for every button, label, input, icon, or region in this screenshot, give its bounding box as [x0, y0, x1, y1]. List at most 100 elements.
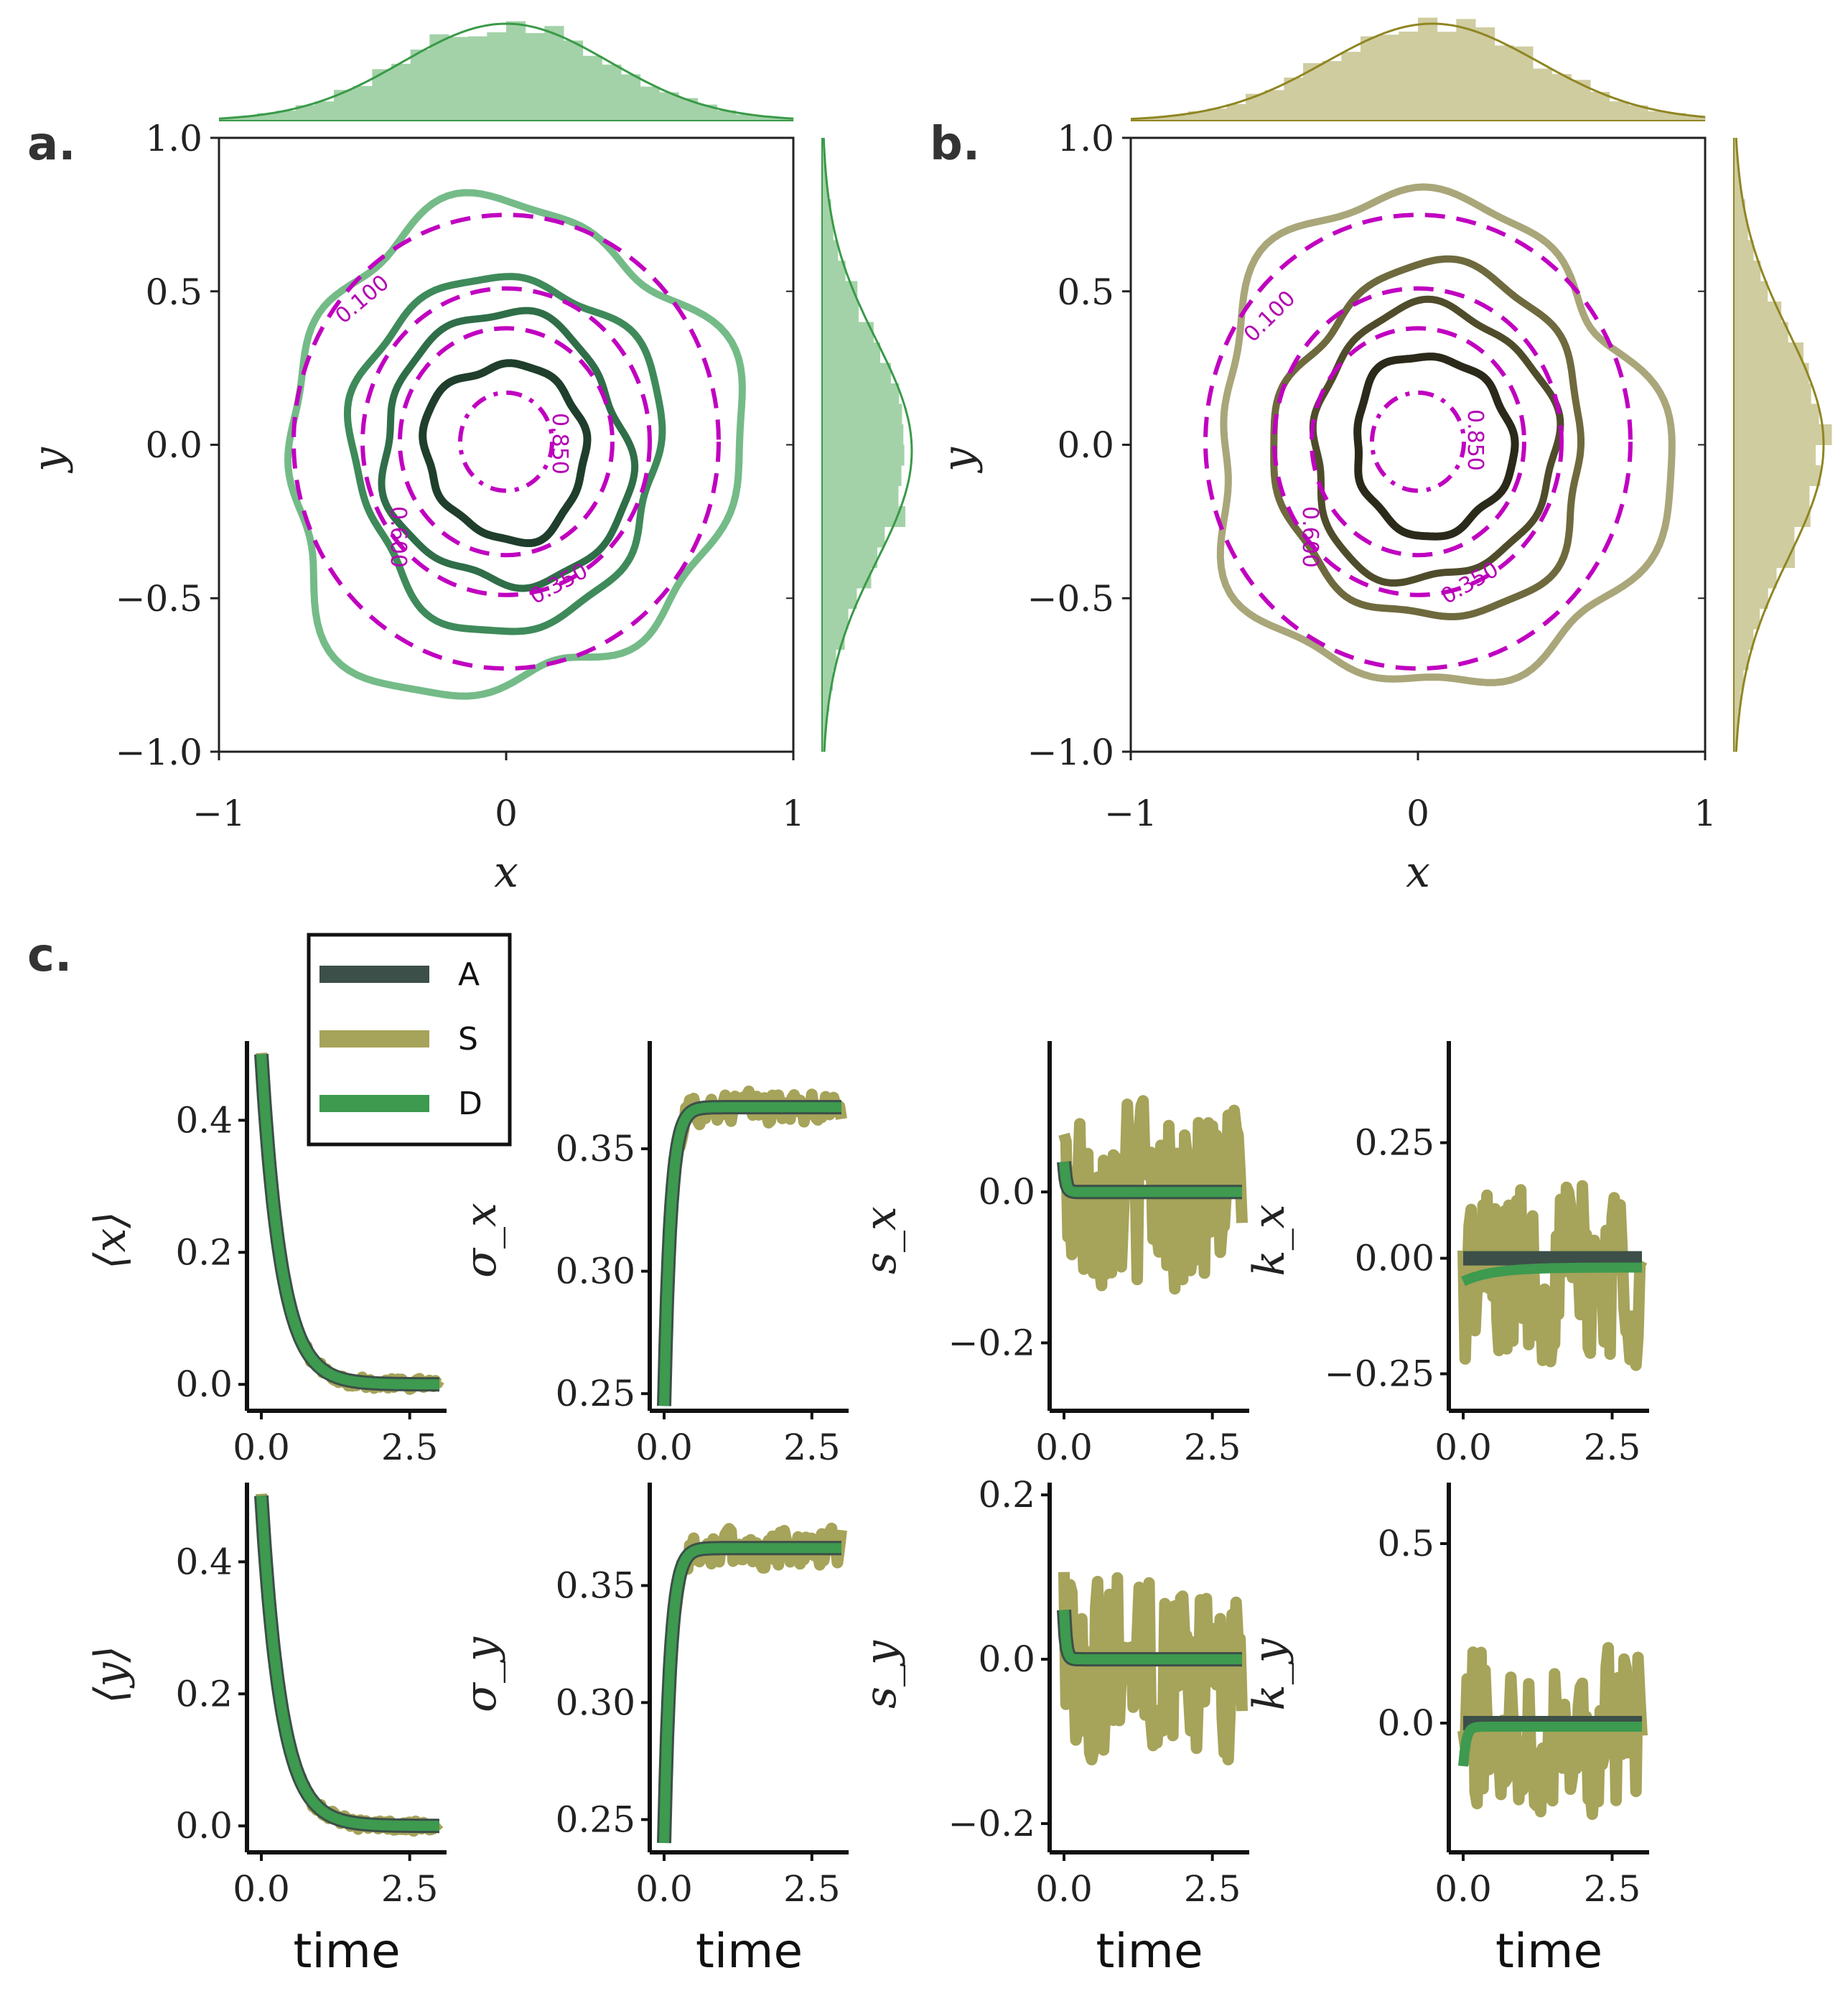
- histogram-bar: [822, 179, 828, 200]
- histogram-bar: [1734, 526, 1795, 548]
- histogram-bar: [1341, 52, 1361, 121]
- analytic-contour: [360, 286, 652, 597]
- y-tick-label: 0.35: [556, 1564, 635, 1606]
- subplot-series: [1057, 1572, 1248, 1765]
- histogram-bar: [1648, 111, 1668, 121]
- histogram-bar: [1475, 27, 1495, 121]
- contour-level-label: 0.350: [1437, 557, 1503, 610]
- subplot-1: 0.0 2.5 0.0 0.2 0.4 ⟨x⟩: [85, 1041, 447, 1468]
- histogram-bar: [449, 37, 469, 121]
- series-S: [1457, 1642, 1648, 1820]
- y-tick-label: −0.2: [948, 1322, 1035, 1363]
- histogram-bar: [1628, 105, 1648, 121]
- x-tick-label: 0.0: [635, 1868, 693, 1910]
- histogram-bar: [1734, 465, 1821, 486]
- y-marginal-histogram-b: [1733, 137, 1832, 752]
- histogram-bar: [822, 485, 899, 507]
- subplot-8: 0.0 2.5 0.0 0.5 time k_y: [1244, 1483, 1649, 1979]
- histogram-bar: [822, 220, 834, 241]
- y-tick-label: 0.2: [175, 1673, 233, 1714]
- empirical-contour: [1270, 255, 1585, 620]
- y-tick-label: 1.0: [1057, 118, 1114, 159]
- histogram-bar: [1533, 68, 1553, 121]
- y-axis-label: y: [933, 447, 984, 474]
- y-tick-label: −0.5: [1027, 578, 1114, 620]
- histogram-bar: [1734, 424, 1832, 445]
- histogram-bar: [1734, 261, 1761, 281]
- histogram-bar: [1322, 61, 1342, 121]
- series-S: [658, 1522, 847, 1836]
- histogram-bar: [1734, 649, 1749, 671]
- histogram-bar: [1734, 670, 1744, 691]
- histogram-bar: [1131, 118, 1151, 121]
- histogram-bar: [1456, 19, 1476, 121]
- series-D: [256, 1053, 439, 1390]
- y-tick-label: 0.0: [175, 1805, 233, 1847]
- x-tick-label: 0: [1406, 793, 1429, 834]
- histogram-bar: [822, 567, 872, 589]
- y-tick-label: 0.0: [145, 424, 202, 466]
- y-tick-label: 0.5: [1057, 271, 1114, 313]
- histogram-bar: [822, 158, 826, 179]
- histogram-bar: [1734, 485, 1810, 507]
- histogram-bar: [276, 111, 297, 121]
- plot-frame-a: [218, 136, 795, 753]
- histogram-bar: [1169, 115, 1189, 121]
- histogram-bar: [1734, 711, 1738, 732]
- panel-label-a: a.: [27, 118, 76, 171]
- panel-label-b: b.: [930, 118, 980, 171]
- series-D: [659, 1102, 841, 1406]
- kde-curve: [1130, 22, 1706, 121]
- y-tick-label: 0.4: [175, 1541, 233, 1582]
- histogram-bar: [1494, 45, 1514, 121]
- series-D: [1458, 1722, 1642, 1767]
- histogram-bar: [1226, 103, 1246, 121]
- series-S: [1058, 1572, 1248, 1765]
- x-tick-label: 0.0: [233, 1868, 290, 1910]
- histogram-bar: [1734, 342, 1803, 363]
- histogram-bar: [1437, 32, 1457, 121]
- legend-label-D: D: [458, 1086, 482, 1122]
- histogram-bar: [822, 322, 874, 343]
- histogram-bar: [564, 40, 584, 121]
- histogram-bar: [1686, 116, 1706, 121]
- y-axis-label: k_x: [1244, 1204, 1294, 1276]
- subplot-6: 0.0 2.5 0.25 0.30 0.35 time σ_y: [456, 1483, 849, 1979]
- histogram-bar: [1734, 322, 1788, 343]
- y-axis-label: σ_x: [456, 1203, 506, 1278]
- histogram-bar: [1734, 281, 1768, 302]
- x-tick-label: 1: [1694, 793, 1717, 834]
- series-D: [1059, 1609, 1242, 1665]
- y-tick-label: −1.0: [116, 732, 202, 773]
- y-tick-label: −0.5: [116, 578, 202, 620]
- histogram-bar: [544, 26, 564, 121]
- y-tick-label: 0.0: [1057, 424, 1114, 466]
- series-A: [254, 1495, 439, 1834]
- histogram-bar: [525, 33, 545, 121]
- histogram-bar: [219, 118, 239, 121]
- x-tick-label: 1: [782, 793, 805, 834]
- analytic-contour: [291, 213, 721, 671]
- axes-a: −1 0 1 −1.0 −0.5 0.0 0.5 1.0 x y 0.100 0…: [24, 118, 805, 897]
- histogram-bar: [822, 240, 839, 261]
- histogram-bar: [822, 608, 849, 630]
- y-axis-label: k_y: [1244, 1638, 1294, 1710]
- histogram-bar: [410, 50, 430, 121]
- empirical-contour: [1353, 353, 1519, 541]
- panel-label-c: c.: [27, 929, 72, 982]
- x-tick-label: −1: [1104, 793, 1157, 834]
- histogram-bar: [1379, 34, 1399, 121]
- histogram-bar: [822, 342, 880, 363]
- y-tick-label: 0.5: [1377, 1523, 1434, 1564]
- series-S: [658, 1086, 847, 1402]
- histogram-bar: [822, 465, 902, 486]
- x-tick-label: 2.5: [1584, 1868, 1641, 1910]
- y-tick-label: 0.4: [175, 1099, 233, 1141]
- histogram-bar: [487, 32, 507, 121]
- kde-curve: [1735, 137, 1825, 752]
- empirical-contour: [284, 189, 746, 700]
- histogram-bar: [822, 649, 836, 671]
- histogram-bar: [1734, 608, 1760, 630]
- histogram-bar: [1609, 101, 1629, 121]
